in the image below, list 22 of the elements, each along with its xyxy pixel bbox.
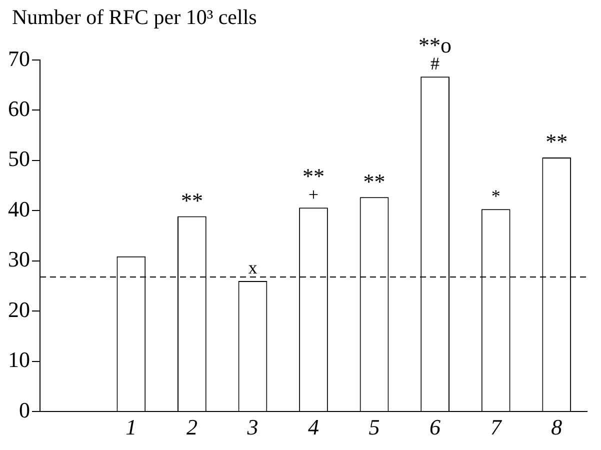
annotation: ** — [363, 168, 386, 194]
x-tick-label: 7 — [490, 414, 502, 440]
annotation: ** — [180, 188, 203, 213]
x-tick-label: 4 — [308, 414, 319, 440]
annotation: x — [248, 258, 258, 278]
y-tick-label: 40 — [8, 196, 30, 222]
x-tick-label: 3 — [246, 414, 258, 440]
x-tick-label: 6 — [430, 414, 441, 440]
annotation: * — [491, 186, 500, 206]
y-tick-label: 30 — [8, 246, 30, 272]
x-tick-label: 2 — [186, 414, 198, 440]
annotation: ** — [546, 129, 568, 154]
y-tick-label: 60 — [8, 96, 30, 122]
y-axis-title: Number of RFC per 10³ cells — [12, 5, 257, 30]
y-tick-label: 50 — [8, 146, 30, 172]
x-tick-label: 8 — [551, 414, 562, 440]
x-tick-label: 5 — [368, 414, 380, 440]
y-tick-label: 10 — [8, 347, 30, 372]
y-tick-label: 20 — [8, 296, 30, 322]
x-tick-label: 1 — [126, 414, 137, 440]
y-tick-label: 70 — [8, 46, 30, 71]
y-tick-label: 0 — [19, 397, 30, 422]
